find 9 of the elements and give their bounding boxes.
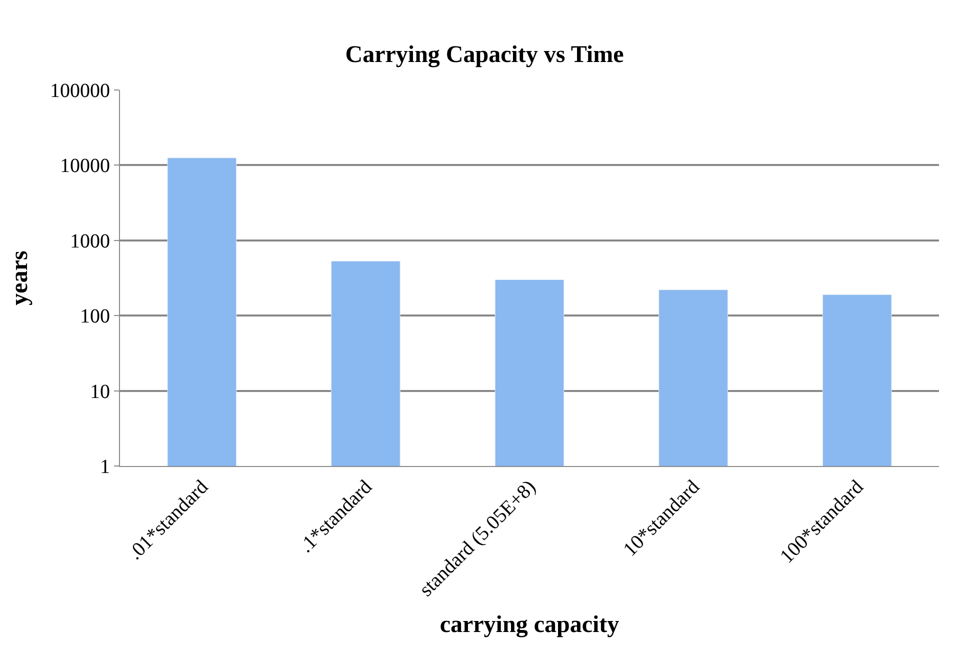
y-tick-label: 100 [80, 306, 110, 328]
y-tick-label: 10 [90, 380, 110, 403]
chart-title: Carrying Capacity vs Time [345, 42, 624, 68]
y-tick-label: 10000 [60, 155, 110, 178]
y-tick-label: 100000 [50, 80, 110, 102]
x-axis-title: carrying capacity [440, 612, 620, 638]
y-tick-label: 1 [100, 456, 110, 478]
y-axis-title: years [7, 250, 34, 306]
y-tick-label: 1000 [70, 230, 110, 252]
